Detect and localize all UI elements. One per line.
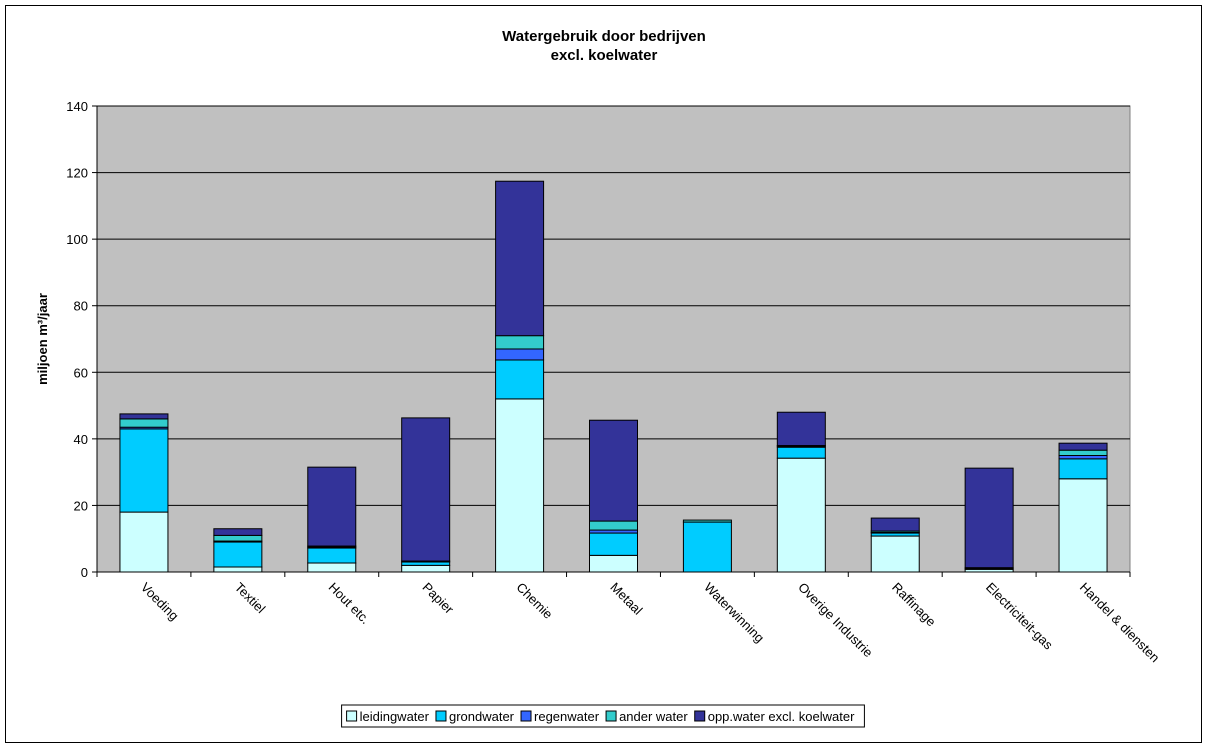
bar-segment xyxy=(495,359,545,400)
legend-swatch xyxy=(435,710,447,722)
bar-segment xyxy=(682,519,732,523)
bar-segment xyxy=(1058,442,1108,451)
y-tick-label: 60 xyxy=(74,365,88,380)
y-tick-label: 40 xyxy=(74,432,88,447)
bar-segment xyxy=(495,180,545,337)
bar-segment xyxy=(213,528,263,536)
y-tick-label: 140 xyxy=(66,99,88,114)
y-axis-label: miljoen m³/jaar xyxy=(35,293,50,385)
chart-subtitle: excl. koelwater xyxy=(551,47,658,64)
y-tick-label: 20 xyxy=(74,498,88,513)
bar-segment xyxy=(776,446,826,459)
bar-segment xyxy=(870,517,920,532)
legend-swatch xyxy=(605,710,617,722)
legend-label: regenwater xyxy=(534,709,600,724)
bar-segment xyxy=(119,418,169,428)
bar-segment xyxy=(119,511,169,573)
bar-segment xyxy=(870,535,920,573)
y-tick-label: 100 xyxy=(66,232,88,247)
bar-segment xyxy=(495,335,545,350)
legend-label: leidingwater xyxy=(360,709,430,724)
legend-label: grondwater xyxy=(449,709,515,724)
legend-swatch xyxy=(346,710,358,722)
bar-segment xyxy=(307,466,357,547)
bar-segment xyxy=(213,534,263,542)
bar-segment xyxy=(213,566,263,573)
bar-segment xyxy=(964,467,1014,569)
bar-segment xyxy=(401,417,451,562)
bar-segment xyxy=(119,413,169,420)
y-tick-label: 120 xyxy=(66,166,88,181)
legend-label: opp.water excl. koelwater xyxy=(708,709,855,724)
bar-segment xyxy=(495,398,545,573)
bar-segment xyxy=(589,419,638,522)
bar-segment xyxy=(401,564,451,573)
legend-swatch xyxy=(694,710,706,722)
bar-segment xyxy=(589,532,638,556)
legend-swatch xyxy=(520,710,532,722)
y-tick-label: 80 xyxy=(74,299,88,314)
bar-segment xyxy=(1058,449,1108,456)
bar-segment xyxy=(682,521,732,573)
bar-segment xyxy=(776,411,826,447)
chart-title: Watergebruik door bedrijven xyxy=(502,28,706,45)
bar-segment xyxy=(495,348,545,361)
bar-segment xyxy=(1058,478,1108,573)
y-tick-label: 0 xyxy=(81,565,88,580)
bar-segment xyxy=(1058,458,1108,480)
legend-label: ander water xyxy=(619,709,688,724)
bar-segment xyxy=(307,562,357,573)
bar-segment xyxy=(589,554,638,573)
legend-box xyxy=(341,704,865,728)
bar-segment xyxy=(213,541,263,568)
bar-segment xyxy=(776,457,826,573)
bar-segment xyxy=(307,547,357,564)
bar-segment xyxy=(589,520,638,531)
bar-segment xyxy=(119,428,169,513)
